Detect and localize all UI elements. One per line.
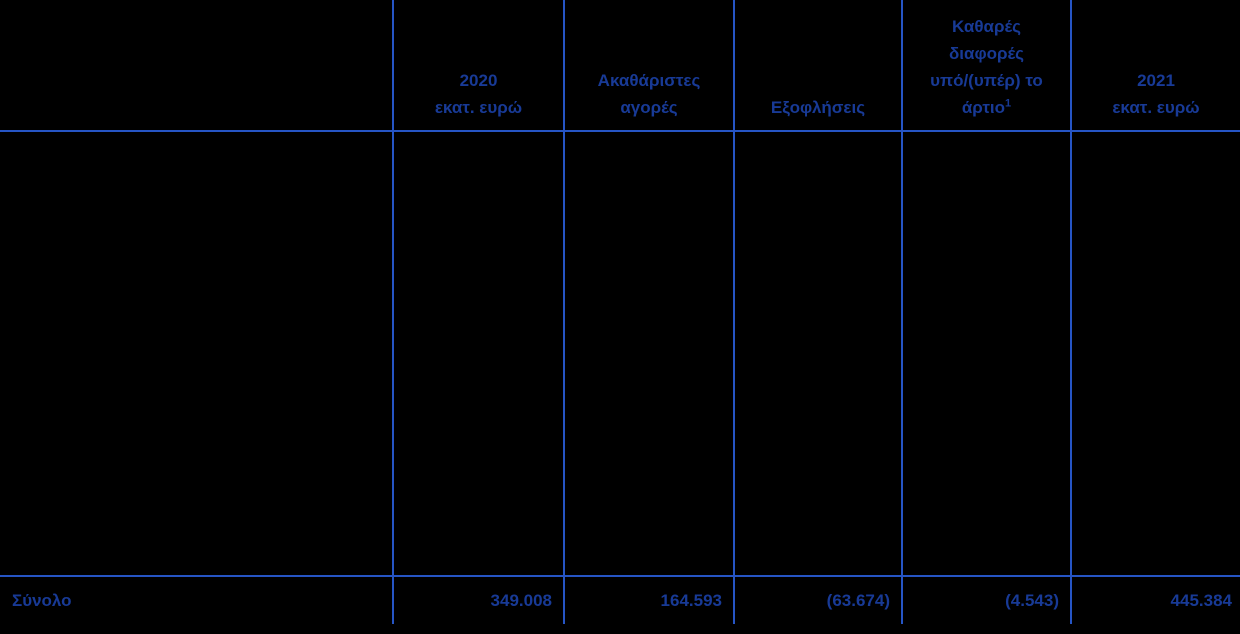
table-header-row: 2020 εκατ. ευρώ Ακαθάριστες αγορές Εξοφλ… — [0, 0, 1240, 132]
header-gross-purchases-line2: αγορές — [620, 98, 678, 117]
header-net-diff-line3: υπό/(υπέρ) το — [930, 71, 1043, 90]
body-cell-net-premium-discount — [903, 132, 1072, 575]
header-2021-line2: εκατ. ευρώ — [1112, 98, 1200, 117]
header-net-diff-line2: διαφορές — [948, 44, 1025, 63]
total-value-2021: 445.384 — [1170, 590, 1232, 610]
header-redemptions-line1: Εξοφλήσεις — [770, 98, 866, 117]
table-body-empty-region — [0, 132, 1240, 577]
total-value-redemptions: (63.674) — [735, 577, 903, 624]
header-net-diff-line4: άρτιο1 — [961, 97, 1012, 117]
total-value-gross-purchases: 164.593 — [565, 577, 735, 624]
header-cell-2021: 2021 εκατ. ευρώ — [1072, 0, 1240, 130]
header-cell-redemptions: Εξοφλήσεις — [735, 0, 903, 130]
header-cell-empty — [0, 0, 394, 130]
header-2020-line2: εκατ. ευρώ — [434, 98, 523, 117]
header-2021-line1: 2021 — [1137, 71, 1175, 90]
header-net-diff-line1: Καθαρές — [951, 17, 1021, 36]
table-total-row: Σύνολο 349.008 164.593 (63.674) (4.543) … — [0, 577, 1240, 624]
footnote-marker: 1 — [1005, 97, 1012, 110]
header-2020-line1: 2020 — [459, 71, 498, 90]
total-value-2020: 349.008 — [394, 577, 565, 624]
header-gross-purchases-line1: Ακαθάριστες — [597, 71, 701, 90]
body-cell-2021 — [1072, 132, 1240, 575]
total-value-net-premium-discount: (4.543) — [903, 577, 1072, 624]
body-cell-labels — [0, 132, 394, 575]
body-cell-redemptions — [735, 132, 903, 575]
header-cell-gross-purchases: Ακαθάριστες αγορές — [565, 0, 735, 130]
body-cell-gross-purchases — [565, 132, 735, 575]
total-row-label: Σύνολο — [0, 577, 394, 624]
header-cell-net-premium-discount: Καθαρές διαφορές υπό/(υπέρ) το άρτιο1 — [903, 0, 1072, 130]
bottom-spacer — [0, 624, 1240, 634]
header-cell-2020: 2020 εκατ. ευρώ — [394, 0, 565, 130]
body-cell-2020 — [394, 132, 565, 575]
